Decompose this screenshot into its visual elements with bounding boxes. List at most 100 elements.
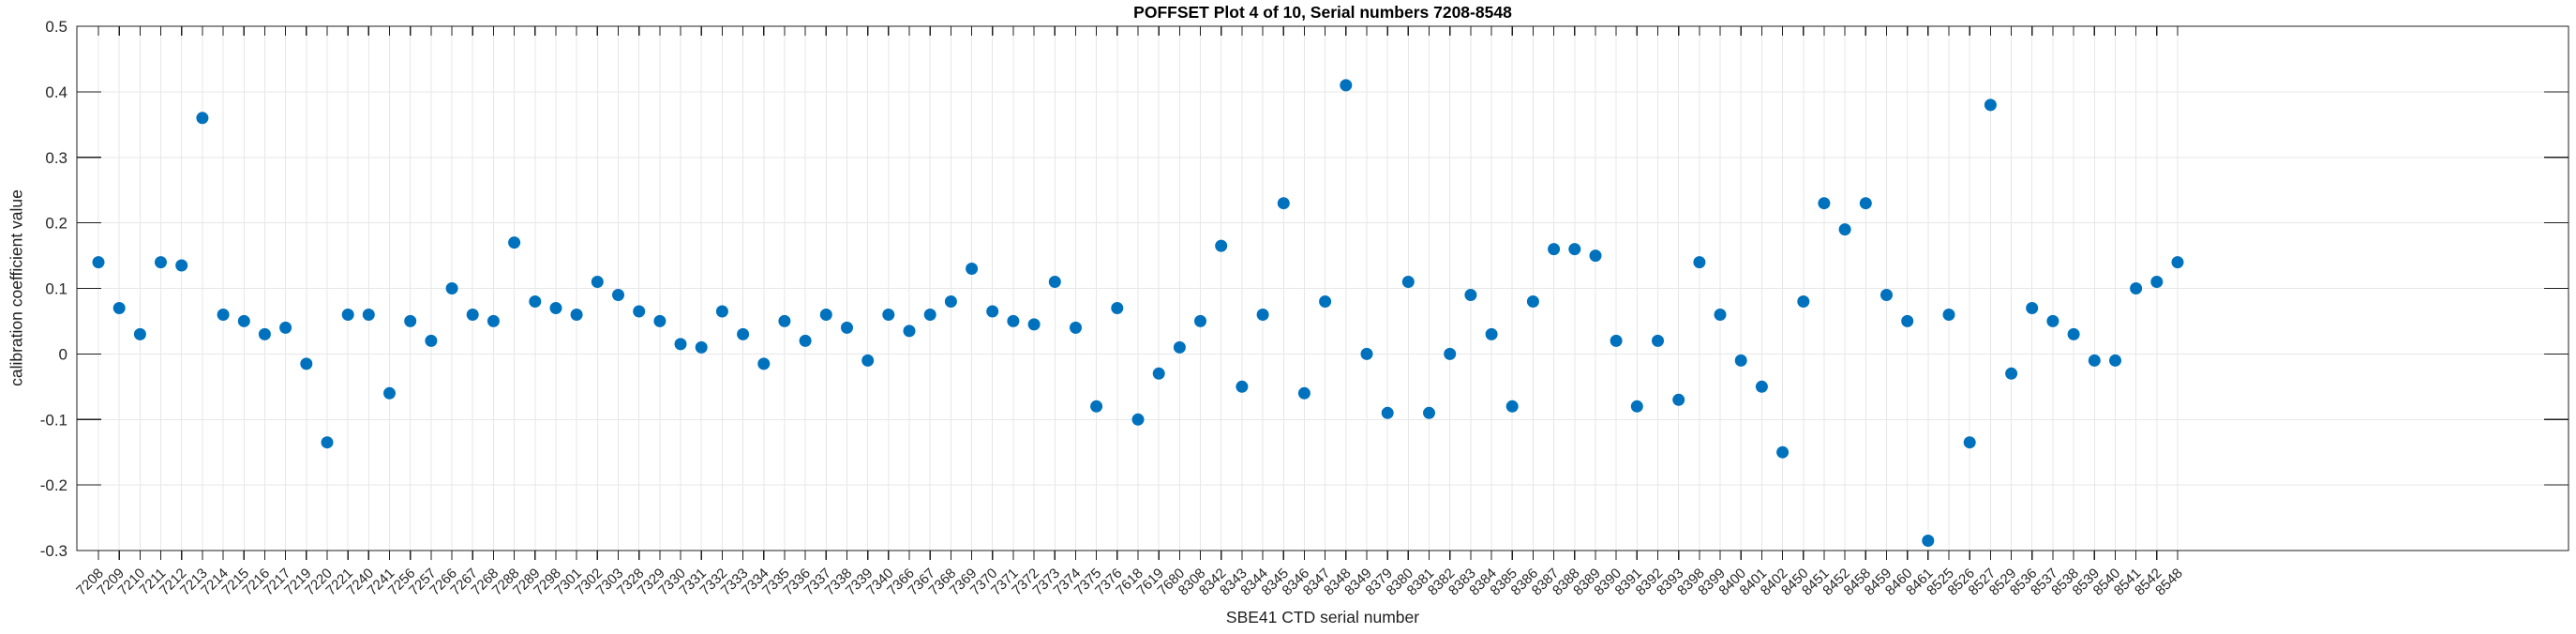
data-point: [362, 309, 375, 321]
data-point: [1485, 327, 1498, 340]
data-point: [1984, 98, 1997, 112]
data-point: [757, 357, 771, 370]
data-point: [1734, 354, 1747, 367]
data-point: [1901, 314, 1914, 327]
data-point: [861, 354, 875, 367]
data-point: [1880, 289, 1893, 301]
data-point: [1340, 79, 1353, 92]
data-point: [903, 325, 916, 338]
data-point: [1526, 295, 1539, 308]
data-point: [1297, 386, 1310, 400]
data-point: [715, 305, 728, 318]
data-point: [1401, 276, 1415, 288]
data-point: [612, 289, 624, 301]
data-point: [1755, 380, 1768, 393]
x-axis-label: SBE41 CTD serial number: [1225, 608, 1420, 626]
data-point: [321, 436, 334, 449]
data-point: [1672, 393, 1685, 406]
data-point: [799, 334, 812, 347]
data-point: [1464, 289, 1477, 301]
data-point: [778, 314, 791, 327]
data-point: [1027, 318, 1041, 331]
y-axis-label: calibration coefficient value: [7, 189, 26, 386]
data-point: [2046, 314, 2059, 327]
data-point: [2109, 354, 2121, 367]
data-point: [674, 338, 687, 351]
y-tick-label: 0.5: [45, 18, 67, 36]
data-point: [1277, 197, 1290, 210]
data-point: [633, 305, 646, 318]
data-point: [1963, 436, 1976, 449]
data-point: [529, 295, 542, 308]
data-point: [2026, 302, 2039, 314]
y-tick-label: 0.1: [45, 280, 67, 298]
data-point: [1215, 239, 1228, 252]
data-point: [487, 314, 500, 327]
data-point: [1360, 347, 1373, 360]
data-point: [986, 305, 999, 318]
data-point: [155, 256, 167, 269]
data-point: [175, 259, 188, 272]
data-point: [2005, 367, 2018, 380]
data-point: [1131, 413, 1145, 426]
data-point: [653, 314, 666, 327]
data-point: [2130, 282, 2143, 294]
data-point: [923, 309, 936, 321]
data-point: [1505, 400, 1519, 413]
data-point: [1714, 309, 1727, 321]
data-point: [2088, 354, 2101, 367]
y-tick-label: 0: [59, 345, 67, 363]
data-point: [549, 302, 562, 314]
data-point: [966, 263, 979, 275]
data-point: [1818, 197, 1831, 210]
data-point: [341, 309, 354, 321]
data-point: [1610, 334, 1623, 347]
data-point: [1070, 321, 1082, 334]
y-tick-label: 0.2: [45, 215, 67, 233]
data-point: [944, 295, 957, 308]
data-point: [882, 309, 895, 321]
data-point: [1381, 406, 1394, 419]
data-point: [570, 309, 583, 321]
data-point: [1859, 197, 1872, 210]
data-point: [1173, 340, 1186, 354]
data-point: [196, 112, 209, 125]
data-point: [1319, 295, 1332, 308]
data-point: [1048, 276, 1061, 288]
data-point: [279, 321, 292, 334]
data-point: [383, 386, 396, 400]
data-point: [1838, 223, 1851, 236]
data-point: [258, 327, 271, 340]
data-point: [1548, 243, 1561, 256]
data-point: [445, 282, 458, 294]
data-point: [1922, 535, 1935, 547]
data-point: [1152, 367, 1165, 380]
data-point: [508, 236, 521, 249]
data-point: [1256, 309, 1269, 321]
data-point: [737, 327, 750, 340]
y-tick-label: 0.4: [45, 83, 67, 101]
data-point: [1111, 302, 1124, 314]
data-point: [1236, 380, 1249, 393]
data-point: [2067, 327, 2080, 340]
data-point: [695, 340, 708, 354]
data-point: [1797, 295, 1810, 308]
y-tick-label: -0.3: [40, 542, 67, 560]
data-point: [217, 309, 230, 321]
data-point: [841, 321, 853, 334]
data-point: [1776, 445, 1790, 459]
data-point: [404, 314, 417, 327]
data-point: [133, 327, 146, 340]
data-point: [1444, 347, 1457, 360]
data-point: [92, 256, 105, 269]
y-tick-label: 0.3: [45, 149, 67, 167]
data-point: [112, 302, 126, 314]
chart-title: POFFSET Plot 4 of 10, Serial numbers 720…: [1133, 3, 1512, 22]
data-point: [1194, 314, 1206, 327]
data-point: [591, 276, 604, 288]
data-point: [1090, 400, 1103, 413]
data-point: [1942, 309, 1955, 321]
data-point: [1007, 314, 1020, 327]
